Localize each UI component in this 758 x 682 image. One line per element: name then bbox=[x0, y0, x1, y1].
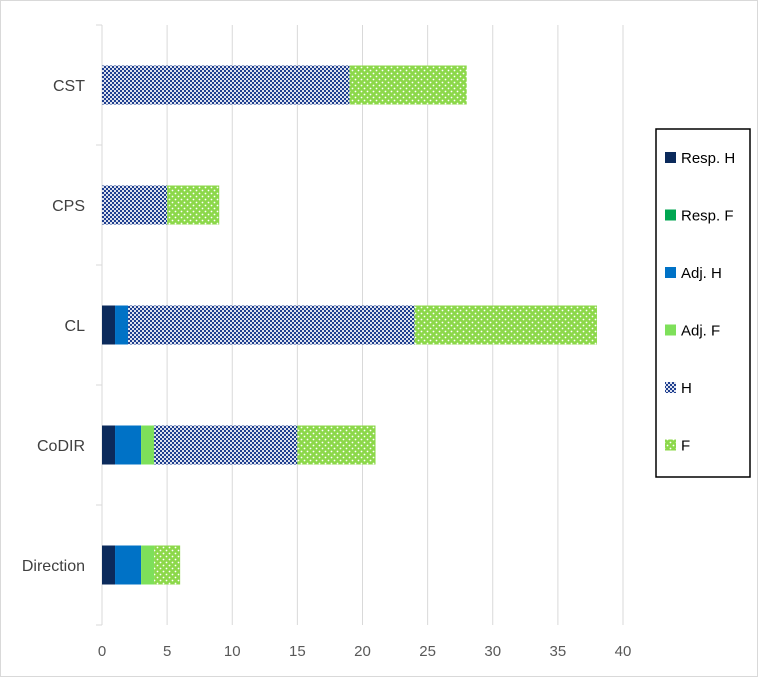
legend-swatch bbox=[665, 267, 676, 278]
y-axis-tick-labels: Direction CoDIR CL CPS CST bbox=[22, 78, 85, 575]
legend-label: Resp. F bbox=[681, 208, 734, 225]
x-tick-label: 10 bbox=[224, 643, 241, 660]
x-tick-label: 15 bbox=[289, 643, 306, 660]
x-tick-label: 0 bbox=[98, 643, 106, 660]
bar-segment bbox=[154, 545, 181, 585]
bar-segment bbox=[102, 545, 116, 585]
bar-segment bbox=[115, 425, 142, 465]
bar-segment bbox=[297, 425, 376, 465]
legend-swatch bbox=[665, 382, 676, 393]
legend: Resp. H Resp. F Adj. H Adj. F H F bbox=[655, 128, 751, 478]
bar-segment bbox=[102, 425, 116, 465]
x-tick-label: 40 bbox=[615, 643, 632, 660]
legend-label: Adj. F bbox=[681, 323, 720, 340]
y-tick-label: CL bbox=[65, 318, 86, 335]
x-tick-label: 25 bbox=[419, 643, 436, 660]
y-tick-label: CPS bbox=[52, 198, 85, 215]
legend-label: F bbox=[681, 438, 690, 455]
legend-label: Resp. H bbox=[681, 150, 735, 167]
x-tick-label: 20 bbox=[354, 643, 371, 660]
y-tick-label: Direction bbox=[22, 558, 85, 575]
bar-segment bbox=[167, 185, 220, 225]
bar-segment bbox=[414, 305, 597, 345]
x-tick-label: 5 bbox=[163, 643, 171, 660]
x-tick-label: 30 bbox=[484, 643, 501, 660]
bar-segment bbox=[141, 545, 155, 585]
x-axis-tick-labels: 0 5 10 15 20 25 30 35 40 bbox=[98, 643, 632, 660]
legend-label: H bbox=[681, 380, 692, 397]
bar-segment bbox=[349, 65, 467, 105]
bars bbox=[102, 65, 597, 585]
x-tick-label: 35 bbox=[550, 643, 567, 660]
legend-swatch bbox=[665, 209, 676, 221]
bar-segment bbox=[115, 305, 129, 345]
legend-swatch bbox=[665, 152, 676, 163]
legend-frame bbox=[655, 128, 751, 478]
legend-swatch bbox=[665, 439, 676, 451]
bar-segment bbox=[102, 65, 350, 105]
bar-segment bbox=[141, 425, 155, 465]
bar-segment bbox=[128, 305, 415, 345]
y-tick-label: CoDIR bbox=[37, 438, 85, 455]
y-tick-label: CST bbox=[53, 78, 85, 95]
bar-segment bbox=[102, 185, 168, 225]
legend-label: Adj. H bbox=[681, 265, 722, 282]
bar-segment bbox=[115, 545, 142, 585]
bar-segment bbox=[102, 305, 116, 345]
legend-swatch bbox=[665, 324, 676, 336]
bar-segment bbox=[154, 425, 298, 465]
